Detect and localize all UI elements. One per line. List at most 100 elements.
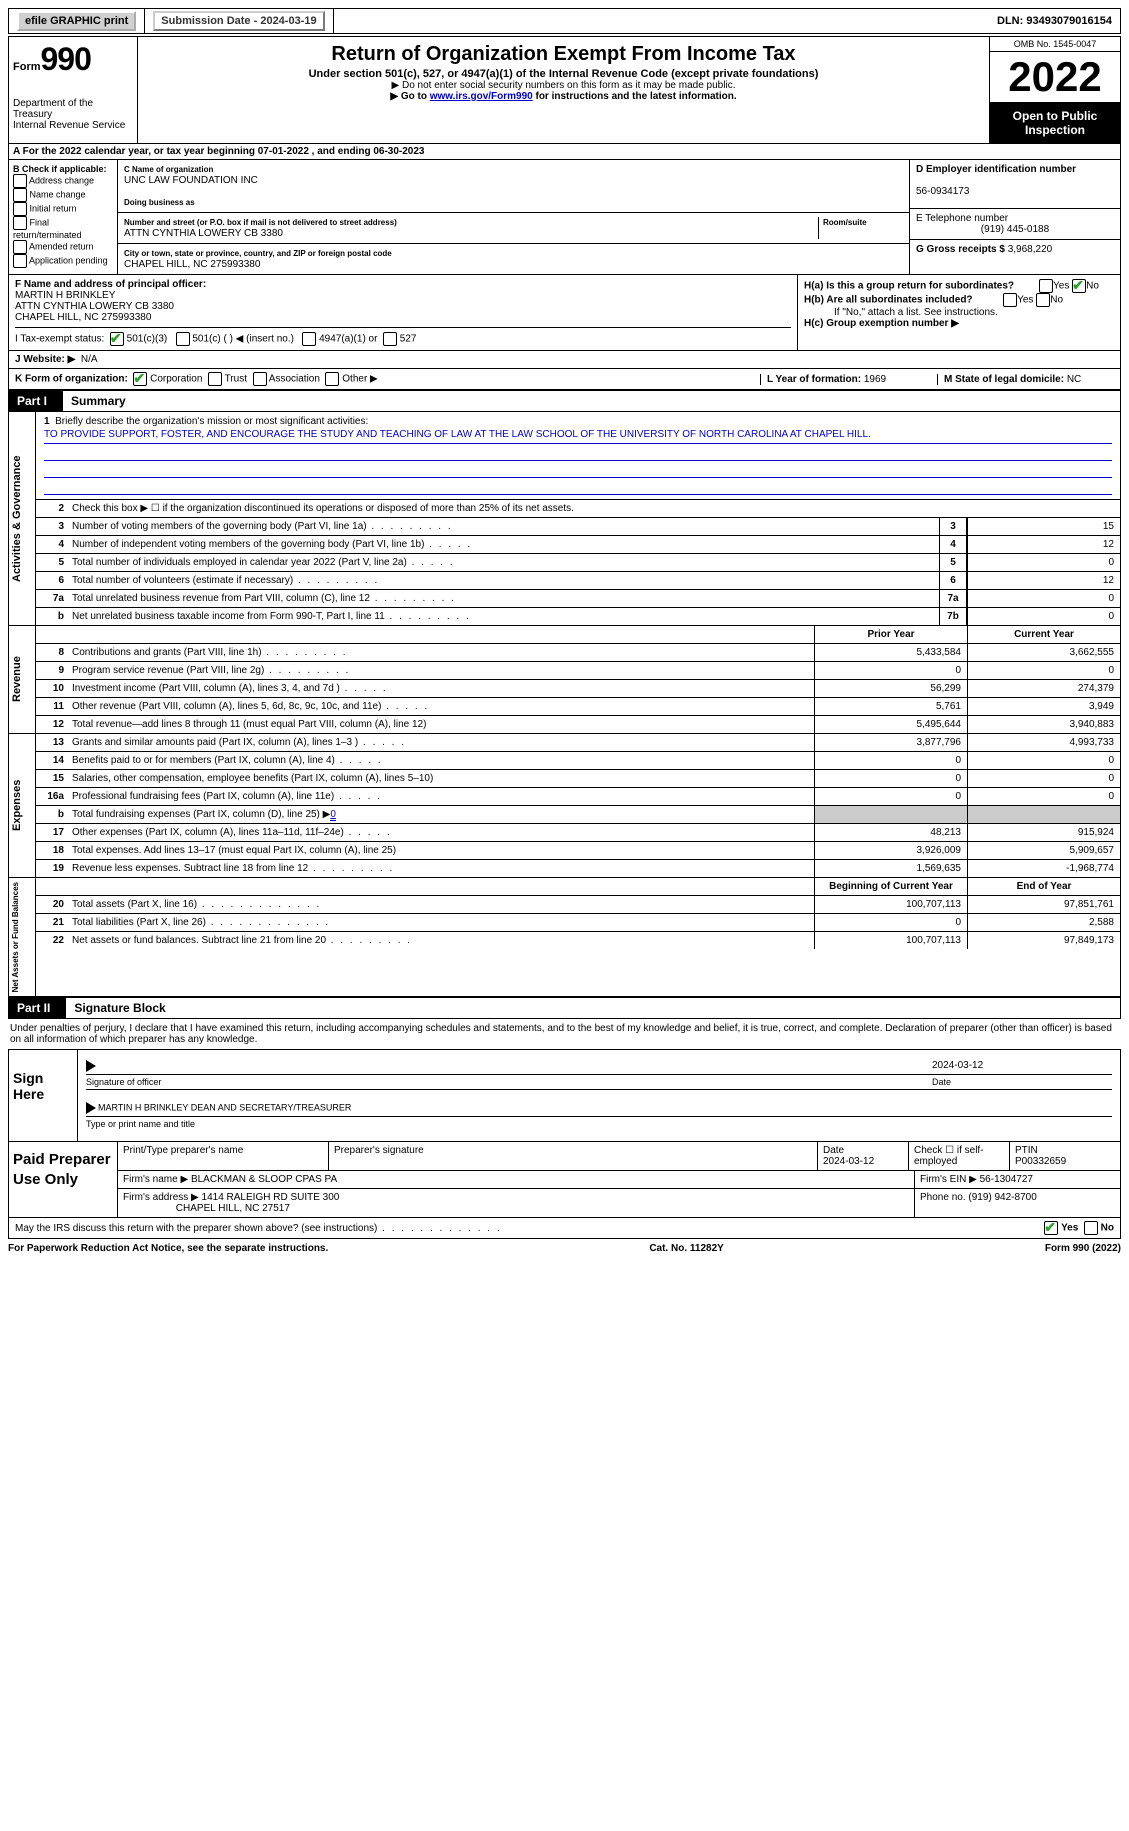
chk-may-yes[interactable] [1044, 1221, 1058, 1235]
chk-address[interactable] [13, 174, 27, 188]
section-a: A For the 2022 calendar year, or tax yea… [8, 144, 1121, 160]
l5-val: 0 [967, 554, 1120, 571]
sub-label: Submission Date - [161, 15, 260, 27]
l-label: L Year of formation: [767, 374, 864, 385]
chk-app[interactable] [13, 254, 27, 268]
form-instr2: ▶ Go to www.irs.gov/Form990 for instruct… [146, 91, 981, 102]
addr-field: Number and street (or P.O. box if mail i… [124, 217, 818, 239]
l22-text: Net assets or fund balances. Subtract li… [68, 932, 814, 949]
preparer-block: Paid Preparer Use Only Print/Type prepar… [8, 1142, 1121, 1218]
prep-row2: Firm's name ▶ BLACKMAN & SLOOP CPAS PA F… [118, 1171, 1120, 1189]
l8-cy: 3,662,555 [967, 644, 1120, 661]
firm-name: BLACKMAN & SLOOP CPAS PA [191, 1174, 337, 1185]
hc-row: H(c) Group exemption number ▶ [804, 318, 1114, 329]
l15-text: Salaries, other compensation, employee b… [68, 770, 814, 787]
line-16a: 16aProfessional fundraising fees (Part I… [36, 788, 1120, 806]
chk-527[interactable] [383, 332, 397, 346]
l9-py: 0 [814, 662, 967, 679]
l9-text: Program service revenue (Part VIII, line… [68, 662, 814, 679]
name-label: C Name of organization [124, 165, 213, 174]
form-word: Form [13, 61, 41, 73]
officer-print-name: MARTIN H BRINKLEY DEAN AND SECRETARY/TRE… [98, 1103, 351, 1113]
l21-py: 0 [814, 914, 967, 931]
l16b-cy [967, 806, 1120, 823]
city-value: CHAPEL HILL, NC 275993380 [124, 259, 260, 270]
form-subtitle: Under section 501(c), 527, or 4947(a)(1)… [146, 68, 981, 80]
line-22: 22Net assets or fund balances. Subtract … [36, 932, 1120, 949]
firm-ein-label: Firm's EIN ▶ [920, 1174, 980, 1185]
gross-label: G Gross receipts $ [916, 244, 1008, 255]
hdr-current: Current Year [967, 626, 1120, 643]
chk-initial[interactable] [13, 202, 27, 216]
part2-num: Part II [9, 998, 66, 1018]
pt-self-emp: Check ☐ if self-employed [909, 1142, 1010, 1170]
firm-label: Firm's name ▶ [123, 1174, 188, 1185]
submission-button[interactable]: Submission Date - 2024-03-19 [153, 11, 324, 31]
chk-final[interactable] [13, 216, 27, 230]
dept-treasury: Department of the Treasury Internal Reve… [13, 98, 133, 131]
f-label: F Name and address of principal officer: [15, 279, 206, 290]
chk-hb-yes[interactable] [1003, 293, 1017, 307]
l14-text: Benefits paid to or for members (Part IX… [68, 752, 814, 769]
l18-text: Total expenses. Add lines 13–17 (must eq… [68, 842, 814, 859]
chk-4947[interactable] [302, 332, 316, 346]
l12-text: Total revenue—add lines 8 through 11 (mu… [68, 716, 814, 733]
sig-blank [98, 1060, 932, 1072]
officer-addr2: CHAPEL HILL, NC 275993380 [15, 312, 151, 323]
line-15: 15Salaries, other compensation, employee… [36, 770, 1120, 788]
dept-line2: Internal Revenue Service [13, 120, 125, 131]
irs-link[interactable]: www.irs.gov/Form990 [430, 91, 533, 102]
chk-ha-no[interactable] [1072, 279, 1086, 293]
chk-501c3[interactable] [110, 332, 124, 346]
room-label: Room/suite [823, 218, 867, 227]
na-header: Beginning of Current YearEnd of Year [36, 878, 1120, 896]
line-4: 4Number of independent voting members of… [36, 536, 1120, 554]
efile-button[interactable]: efile GRAPHIC print [17, 11, 136, 31]
footer-form: Form 990 (2022) [1045, 1243, 1121, 1254]
chk-may-no[interactable] [1084, 1221, 1098, 1235]
l13-text: Grants and similar amounts paid (Part IX… [68, 734, 814, 751]
col-c: C Name of organizationUNC LAW FOUNDATION… [118, 160, 909, 274]
opt-assoc: Association [269, 374, 320, 385]
ha-row: H(a) Is this a group return for subordin… [804, 279, 1114, 293]
line-9: 9Program service revenue (Part VIII, lin… [36, 662, 1120, 680]
chk-501c[interactable] [176, 332, 190, 346]
form-header: Form990 Department of the Treasury Inter… [8, 36, 1121, 144]
may-no: No [1101, 1223, 1114, 1234]
chk-hb-no[interactable] [1036, 293, 1050, 307]
addr-value: ATTN CYNTHIA LOWERY CB 3380 [124, 228, 283, 239]
line-3: 3Number of voting members of the governi… [36, 518, 1120, 536]
dln-value: 93493079016154 [1026, 15, 1112, 27]
chk-assoc[interactable] [253, 372, 267, 386]
l18-cy: 5,909,657 [967, 842, 1120, 859]
line-11: 11Other revenue (Part VIII, column (A), … [36, 698, 1120, 716]
chk-corp[interactable] [133, 372, 147, 386]
form-990-label: Form990 [13, 41, 133, 78]
chk-ha-yes[interactable] [1039, 279, 1053, 293]
type-name-label: Type or print name and title [86, 1119, 1112, 1131]
mission-q: Briefly describe the organization's miss… [55, 416, 368, 427]
mission-blank2 [44, 461, 1112, 478]
vtab-expenses: Expenses [9, 734, 36, 877]
chk-other[interactable] [325, 372, 339, 386]
l7b-text: Net unrelated business taxable income fr… [68, 608, 939, 625]
line-13: 13Grants and similar amounts paid (Part … [36, 734, 1120, 752]
chk-trust[interactable] [208, 372, 222, 386]
l16b-text: Total fundraising expenses (Part IX, col… [68, 806, 814, 823]
l17-py: 48,213 [814, 824, 967, 841]
arrow-icon [86, 1102, 96, 1114]
sig-officer-label: Signature of officer [86, 1077, 932, 1087]
opt-corp: Corporation [150, 374, 202, 385]
chk-name[interactable] [13, 188, 27, 202]
header-left: Form990 Department of the Treasury Inter… [9, 37, 138, 143]
chk-amended[interactable] [13, 240, 27, 254]
sub-date: 2024-03-19 [260, 15, 316, 27]
l4-text: Number of independent voting members of … [68, 536, 939, 553]
footer-pra: For Paperwork Reduction Act Notice, see … [8, 1243, 328, 1254]
firm-addr2: CHAPEL HILL, NC 27517 [176, 1203, 290, 1214]
hb-label: H(b) Are all subordinates included? [804, 295, 973, 306]
mission-blank3 [44, 478, 1112, 495]
submission-cell: Submission Date - 2024-03-19 [145, 9, 333, 33]
box-city: City or town, state or province, country… [118, 244, 909, 274]
opt-initial: Initial return [30, 203, 77, 213]
